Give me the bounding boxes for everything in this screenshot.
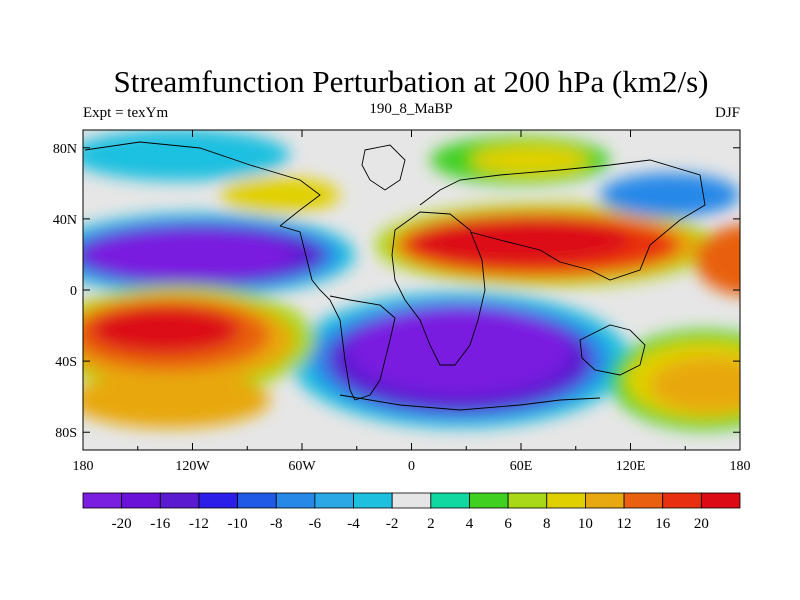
- colorbar-box: [662, 492, 702, 509]
- field-blob: [90, 306, 240, 354]
- colorbar: -20 -16 -12 -10 -8 -6 -4 -2 2 4 6 8 10 12 16 20: [82, 492, 741, 532]
- colorbar-label: -4: [347, 516, 360, 532]
- field-blob: [220, 177, 340, 213]
- colorbar-label: 6: [504, 516, 512, 532]
- left-string: Expt = texYm: [83, 105, 168, 121]
- colorbar-box: [237, 492, 277, 509]
- coastline-antarctica: [339, 394, 601, 411]
- colorbar-label: -20: [112, 516, 132, 532]
- field-blob: [600, 173, 740, 217]
- x-tick-label: 60E: [510, 459, 533, 474]
- y-tick-label: 40S: [55, 355, 77, 370]
- colorbar-label: 10: [578, 516, 593, 532]
- field-blob: [83, 372, 270, 428]
- field-blob: [410, 216, 630, 264]
- field-blob: [695, 224, 740, 296]
- center-string: 190_8_MaBP: [369, 101, 452, 117]
- coastline-northamerica: [84, 141, 321, 227]
- x-tick-label: 0: [408, 459, 415, 474]
- colorbar-label: 20: [694, 516, 709, 532]
- map-field: [83, 130, 740, 450]
- contour-field: [83, 130, 740, 430]
- colorbar-box: [507, 492, 548, 509]
- colorbar-box: [430, 492, 470, 509]
- chart-title: Streamfunction Perturbation at 200 hPa (…: [114, 64, 709, 99]
- coastline-greenland: [361, 144, 406, 191]
- y-tick-label: 0: [70, 284, 77, 299]
- colorbar-box: [585, 492, 625, 509]
- y-tick-label: 80S: [55, 426, 77, 441]
- x-tick-label: 60W: [288, 459, 316, 474]
- colorbar-box: [275, 492, 316, 509]
- colorbar-box: [391, 492, 432, 509]
- coastline-africa: [391, 211, 486, 366]
- field-blob: [85, 231, 295, 279]
- x-tick-label: 180: [730, 459, 751, 474]
- y-tick-label: 40N: [53, 213, 77, 228]
- colorbar-label: -10: [228, 516, 248, 532]
- colorbar-box: [82, 492, 123, 509]
- colorbar-label: -16: [150, 516, 170, 532]
- colorbar-label: 16: [655, 516, 671, 532]
- x-tick-label: 120W: [175, 459, 210, 474]
- colorbar-box: [121, 492, 161, 509]
- colorbar-box: [623, 492, 664, 509]
- colorbar-label: -8: [270, 516, 283, 532]
- coastline-australia: [579, 324, 646, 376]
- colorbar-box: [314, 492, 354, 509]
- field-blob: [470, 144, 590, 176]
- colorbar-label: 4: [466, 516, 474, 532]
- x-axis: 180 120W 60W 0 60E 120E 180: [73, 130, 751, 474]
- coastlines: [84, 141, 706, 411]
- x-tick-label: 120E: [616, 459, 646, 474]
- colorbar-label: 12: [617, 516, 632, 532]
- field-blob: [350, 306, 570, 394]
- colorbar-label: 2: [427, 516, 435, 532]
- colorbar-box: [546, 492, 586, 509]
- colorbar-label: 8: [543, 516, 551, 532]
- coastline-americas: [279, 225, 396, 401]
- colorbar-box: [469, 492, 509, 509]
- right-string: DJF: [715, 105, 740, 121]
- colorbar-label: -12: [189, 516, 209, 532]
- x-tick-label: 180: [73, 459, 94, 474]
- coastline-eurasia: [419, 159, 706, 281]
- y-axis: 80N 40N 0 40S 80S: [53, 142, 740, 441]
- colorbar-label: -6: [309, 516, 322, 532]
- colorbar-box: [159, 492, 200, 509]
- colorbar-label: -2: [386, 516, 399, 532]
- y-tick-label: 80N: [53, 142, 77, 157]
- colorbar-box: [353, 492, 393, 509]
- field-blob: [650, 357, 740, 413]
- colorbar-box: [198, 492, 238, 509]
- field-blob: [83, 130, 290, 181]
- colorbar-box: [700, 492, 741, 509]
